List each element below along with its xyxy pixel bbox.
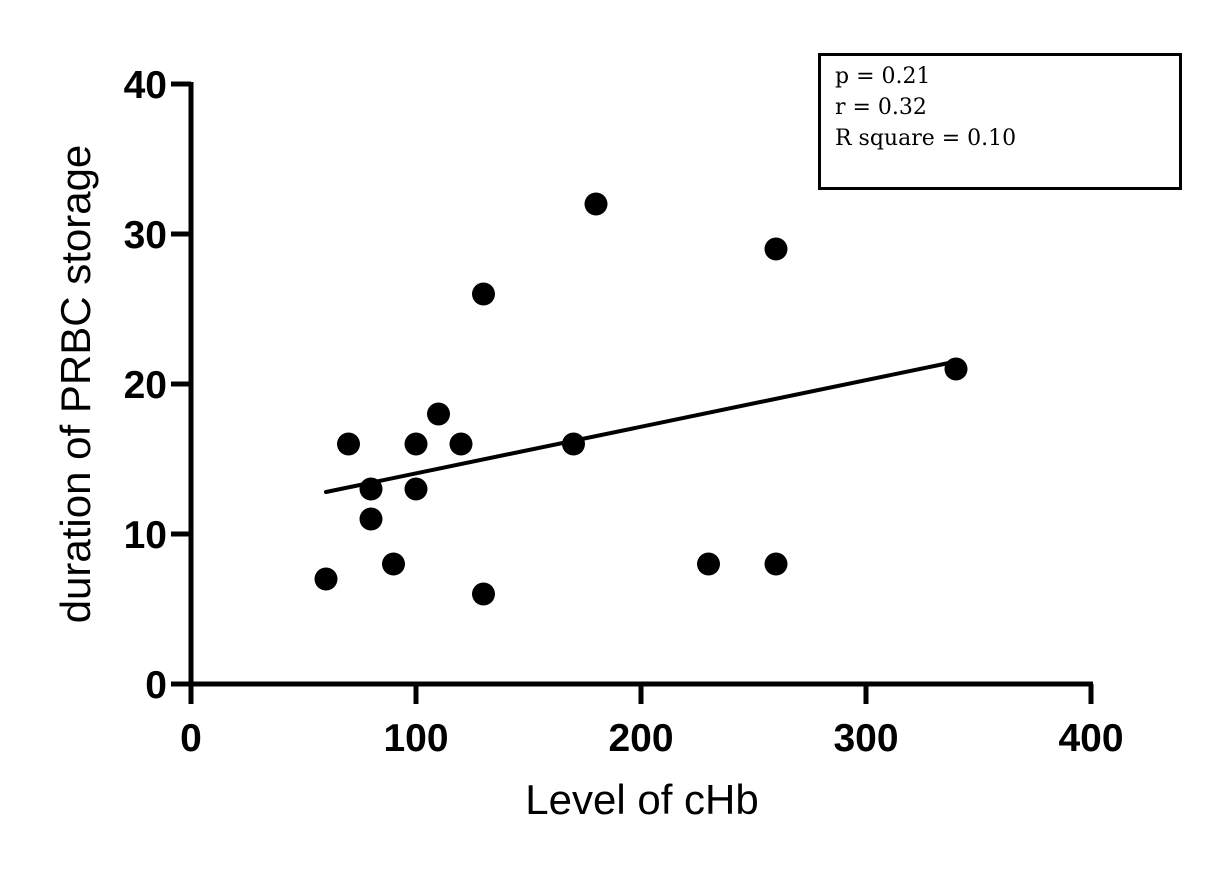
data-point	[427, 402, 450, 426]
data-point	[944, 357, 968, 381]
data-point	[449, 432, 473, 456]
data-point	[382, 552, 405, 576]
data-point	[697, 552, 720, 576]
stats-annotation-box: p = 0.21 r = 0.32 R square = 0.10	[818, 53, 1182, 190]
x-tick-label: 400	[1058, 717, 1123, 760]
x-axis-title: Level of cHb	[525, 776, 758, 823]
y-tick-label: 20	[124, 364, 167, 407]
data-point	[337, 432, 360, 456]
data-point	[472, 282, 495, 306]
x-tick-label: 200	[608, 717, 673, 760]
data-point	[584, 192, 608, 216]
p-value-text: p = 0.21	[835, 64, 931, 89]
data-point	[472, 582, 495, 606]
data-point	[359, 507, 383, 531]
axes	[171, 82, 1093, 704]
regression-line	[324, 359, 958, 494]
data-point	[359, 477, 383, 501]
data-point	[764, 552, 788, 576]
data-point	[404, 477, 428, 501]
data-point	[404, 432, 428, 456]
y-tick-label: 10	[124, 514, 167, 557]
data-marks	[314, 192, 968, 606]
data-point	[562, 432, 585, 456]
y-tick-label: 30	[124, 214, 167, 257]
x-tick-label: 300	[833, 717, 898, 760]
x-tick-label: 100	[383, 717, 448, 760]
y-tick-label: 0	[145, 664, 167, 707]
y-tick-label: 40	[124, 64, 167, 107]
data-point	[764, 237, 788, 261]
ticks: 0 100 200 300 400 0 10 20 30 40	[124, 64, 1124, 760]
x-tick-label: 0	[180, 717, 202, 760]
r-square-text: R square = 0.10	[835, 126, 1017, 151]
y-axis-title: duration of PRBC storage	[52, 145, 99, 624]
r-value-text: r = 0.32	[835, 95, 927, 120]
data-point	[314, 567, 338, 591]
